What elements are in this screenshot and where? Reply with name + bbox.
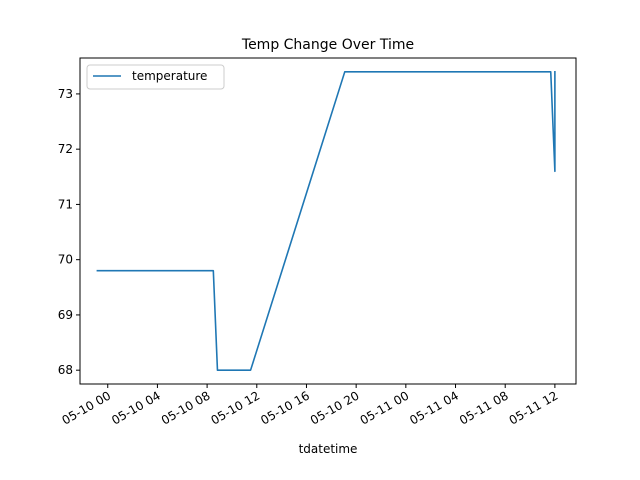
series-line-temperature <box>96 71 556 371</box>
chart-title: Temp Change Over Time <box>241 37 414 53</box>
legend-label-temperature: temperature <box>132 69 207 83</box>
y-tick-label: 69 <box>58 308 73 322</box>
y-axis-ticks: 68 69 70 71 72 73 <box>58 87 80 377</box>
y-tick-label: 70 <box>58 253 73 267</box>
y-tick-label: 68 <box>58 363 73 377</box>
y-tick-label: 71 <box>58 197 73 211</box>
x-axis-label: tdatetime <box>299 442 358 456</box>
legend-box <box>86 64 225 90</box>
legend: temperature <box>86 64 225 90</box>
y-tick-label: 72 <box>58 142 73 156</box>
plot-area <box>96 71 556 371</box>
axes-frame <box>79 57 577 385</box>
y-tick-label: 73 <box>58 87 73 101</box>
